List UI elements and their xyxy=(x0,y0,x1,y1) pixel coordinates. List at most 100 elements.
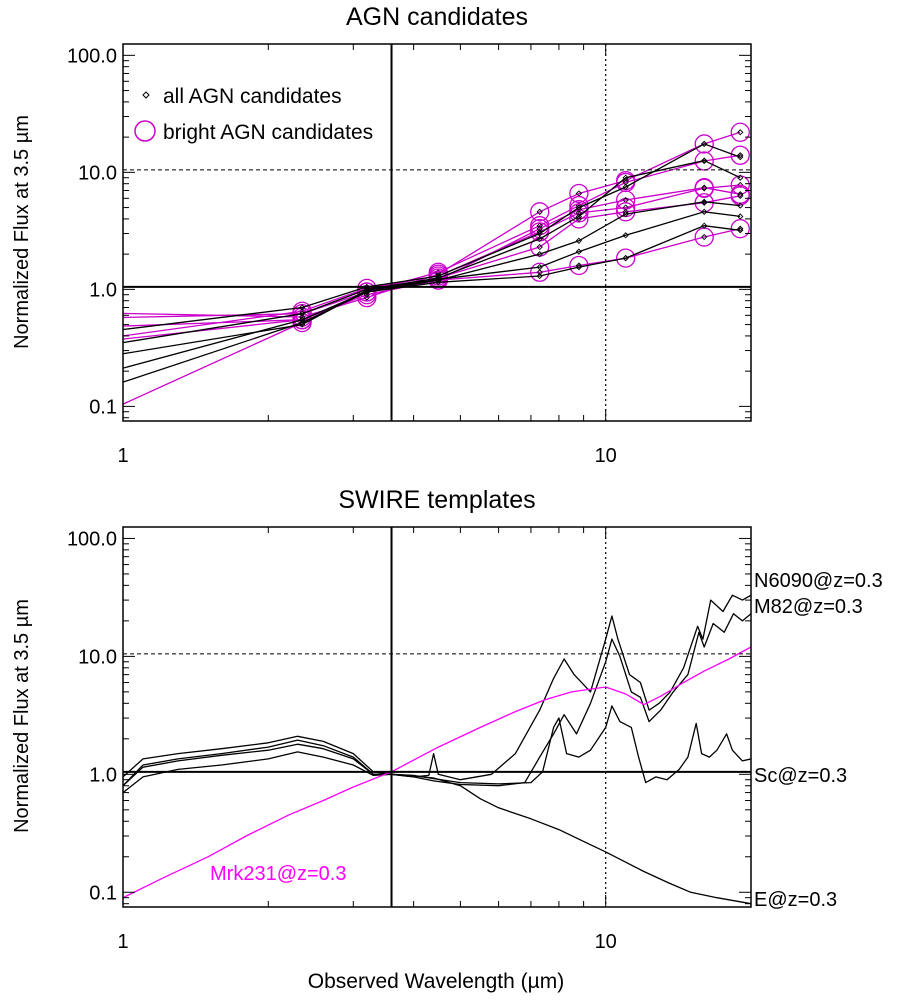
template-label: M82@z=0.3 xyxy=(754,596,863,618)
data-point-agn xyxy=(701,140,708,148)
data-point-agn xyxy=(435,272,442,280)
data-point-agn xyxy=(622,210,629,218)
series-line-agn-6 xyxy=(123,225,741,369)
template-line-4 xyxy=(123,646,751,899)
template-line-0 xyxy=(123,594,751,781)
plot-content xyxy=(123,594,751,905)
data-point-agn xyxy=(737,213,744,220)
y-tick-label: 100.0 xyxy=(67,528,117,550)
template-line-1 xyxy=(123,613,751,787)
template-line-2 xyxy=(123,705,751,794)
data-point-bright-agn xyxy=(616,248,636,268)
data-point-agn xyxy=(701,184,708,191)
data-point-agn xyxy=(575,248,583,255)
template-line-3 xyxy=(123,739,751,905)
template-label: Sc@z=0.3 xyxy=(754,765,847,787)
data-point-bright-agn xyxy=(730,175,750,195)
data-point-agn xyxy=(298,304,306,311)
x-tick-label: 10 xyxy=(595,931,617,953)
data-point-agn xyxy=(536,243,543,251)
data-point-agn xyxy=(575,237,583,244)
data-point-agn xyxy=(622,204,629,211)
legend-label-all-agn: all AGN candidates xyxy=(163,85,342,108)
data-point-agn xyxy=(737,153,744,161)
data-point-agn xyxy=(622,254,629,262)
y-axis-label-top: Normalized Flux at 3.5 µm xyxy=(11,115,33,349)
data-point-agn xyxy=(622,232,629,239)
y-tick-label: 0.1 xyxy=(89,882,117,904)
data-point-agn xyxy=(701,233,708,241)
plot-frame-top xyxy=(122,43,752,422)
data-point-agn xyxy=(575,263,583,271)
data-point-bright-agn xyxy=(730,186,750,206)
y-tick-label: 10.0 xyxy=(78,162,117,184)
series-line-agn-8 xyxy=(123,201,741,383)
data-point-bright-agn xyxy=(730,145,750,165)
y-tick-label: 1.0 xyxy=(89,279,117,301)
data-point-agn xyxy=(737,202,744,209)
data-point-agn xyxy=(701,157,708,164)
plot-content xyxy=(123,122,750,405)
data-point-agn xyxy=(575,204,583,211)
panel-title-agn: AGN candidates xyxy=(346,3,528,31)
data-point-agn xyxy=(536,228,543,236)
data-point-agn xyxy=(622,183,629,191)
series-line-agn-5 xyxy=(123,228,741,405)
plot-frame-bottom xyxy=(122,526,752,908)
data-point-bright-agn xyxy=(569,195,589,216)
data-point-agn xyxy=(575,262,583,269)
data-point-bright-agn xyxy=(694,134,714,154)
x-tick-label: 1 xyxy=(117,931,128,953)
data-point-agn xyxy=(737,192,744,199)
legend-top: all AGN candidates bright AGN candidates xyxy=(134,85,373,144)
data-point-bright-agn xyxy=(730,122,750,142)
y-axis-label-bottom: Normalized Flux at 3.5 µm xyxy=(11,599,33,833)
data-point-agn xyxy=(737,174,744,181)
panel-swire-templates: SWIRE templates Normalized Flux at 3.5 µ… xyxy=(11,486,883,953)
template-label: E@z=0.3 xyxy=(754,889,837,911)
series-line-agn-9 xyxy=(123,159,741,344)
template-label: N6090@z=0.3 xyxy=(754,570,883,592)
data-point-agn xyxy=(298,310,306,317)
legend-marker-bright-agn xyxy=(134,120,156,142)
data-point-agn xyxy=(575,213,583,220)
data-point-agn xyxy=(737,129,744,136)
data-point-bright-agn xyxy=(530,202,550,222)
series-line-agn-4 xyxy=(123,195,741,327)
data-point-agn xyxy=(536,208,543,215)
data-point-agn xyxy=(737,191,744,198)
data-point-agn xyxy=(737,152,744,159)
data-point-agn xyxy=(737,225,744,232)
data-point-agn xyxy=(536,230,543,237)
data-point-agn xyxy=(575,209,583,217)
data-point-agn xyxy=(536,272,543,280)
data-point-agn xyxy=(536,269,543,276)
x-axis-label: Observed Wavelength (µm) xyxy=(308,970,564,993)
data-point-agn xyxy=(363,291,370,298)
template-label-mrk231: Mrk231@z=0.3 xyxy=(210,863,346,885)
y-tick-label: 100.0 xyxy=(67,45,117,67)
series-line-agn-7 xyxy=(123,211,741,355)
data-point-agn xyxy=(536,235,543,243)
data-point-agn xyxy=(737,227,744,234)
data-point-agn xyxy=(701,222,708,229)
data-point-bright-agn xyxy=(357,282,377,302)
data-point-agn xyxy=(536,251,543,258)
data-point-agn xyxy=(363,286,370,293)
data-point-bright-agn xyxy=(530,262,550,282)
panel-title-swire: SWIRE templates xyxy=(338,486,535,514)
y-tick-label: 1.0 xyxy=(89,764,117,786)
legend-label-bright-agn: bright AGN candidates xyxy=(163,121,373,144)
panel-agn-candidates: AGN candidates Normalized Flux at 3.5 µm… xyxy=(11,3,752,467)
y-tick-label: 10.0 xyxy=(78,646,117,668)
data-point-agn xyxy=(536,263,543,271)
series-line-agn-10 xyxy=(123,143,741,331)
x-tick-label: 1 xyxy=(117,445,128,467)
series-line-agn-2 xyxy=(123,184,741,337)
x-tick-label: 10 xyxy=(595,445,617,467)
data-point-agn xyxy=(363,288,370,296)
data-point-bright-agn xyxy=(694,178,714,198)
y-tick-label: 0.1 xyxy=(89,396,117,418)
data-point-agn xyxy=(701,198,708,205)
